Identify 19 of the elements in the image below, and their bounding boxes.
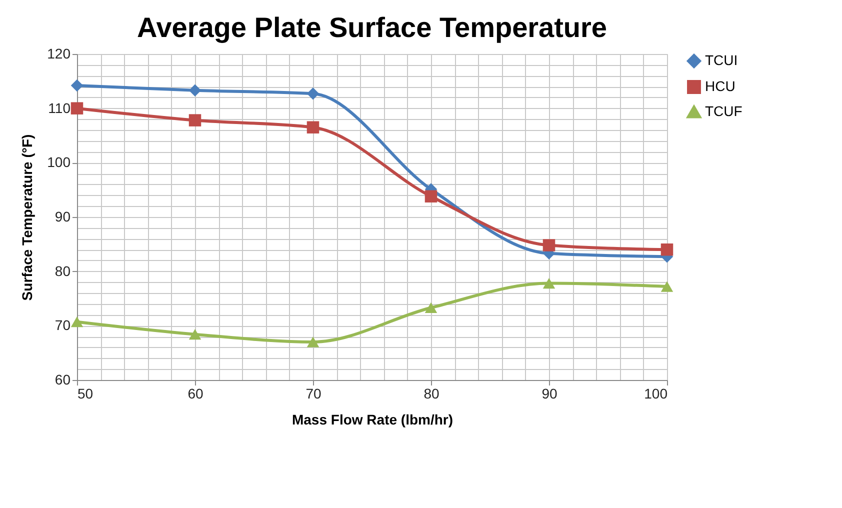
y-tick-label: 60 (54, 372, 71, 388)
y-axis-title: Surface Temperature (°F) (19, 134, 36, 301)
y-tick-label: 110 (48, 100, 71, 116)
x-tick-label: 50 (78, 386, 94, 402)
x-tick-label: 80 (424, 386, 440, 402)
x-tick-label: 90 (542, 386, 558, 402)
chart-title: Average Plate Surface Temperature (137, 12, 607, 43)
x-tick-label: 70 (306, 386, 322, 402)
x-axis-title: Mass Flow Rate (lbm/hr) (292, 412, 454, 428)
y-tick-label: 100 (47, 154, 71, 170)
x-tick-label: 60 (188, 386, 204, 402)
legend-label: TCUI (705, 52, 738, 68)
legend-label: HCU (705, 78, 736, 94)
y-tick-label: 80 (54, 262, 71, 279)
y-tick-label: 90 (54, 208, 71, 224)
y-tick-label: 120 (47, 46, 71, 62)
y-tick-label: 70 (54, 317, 71, 334)
legend-label: TCUF (705, 103, 742, 119)
x-tick-label: 100 (644, 386, 668, 402)
